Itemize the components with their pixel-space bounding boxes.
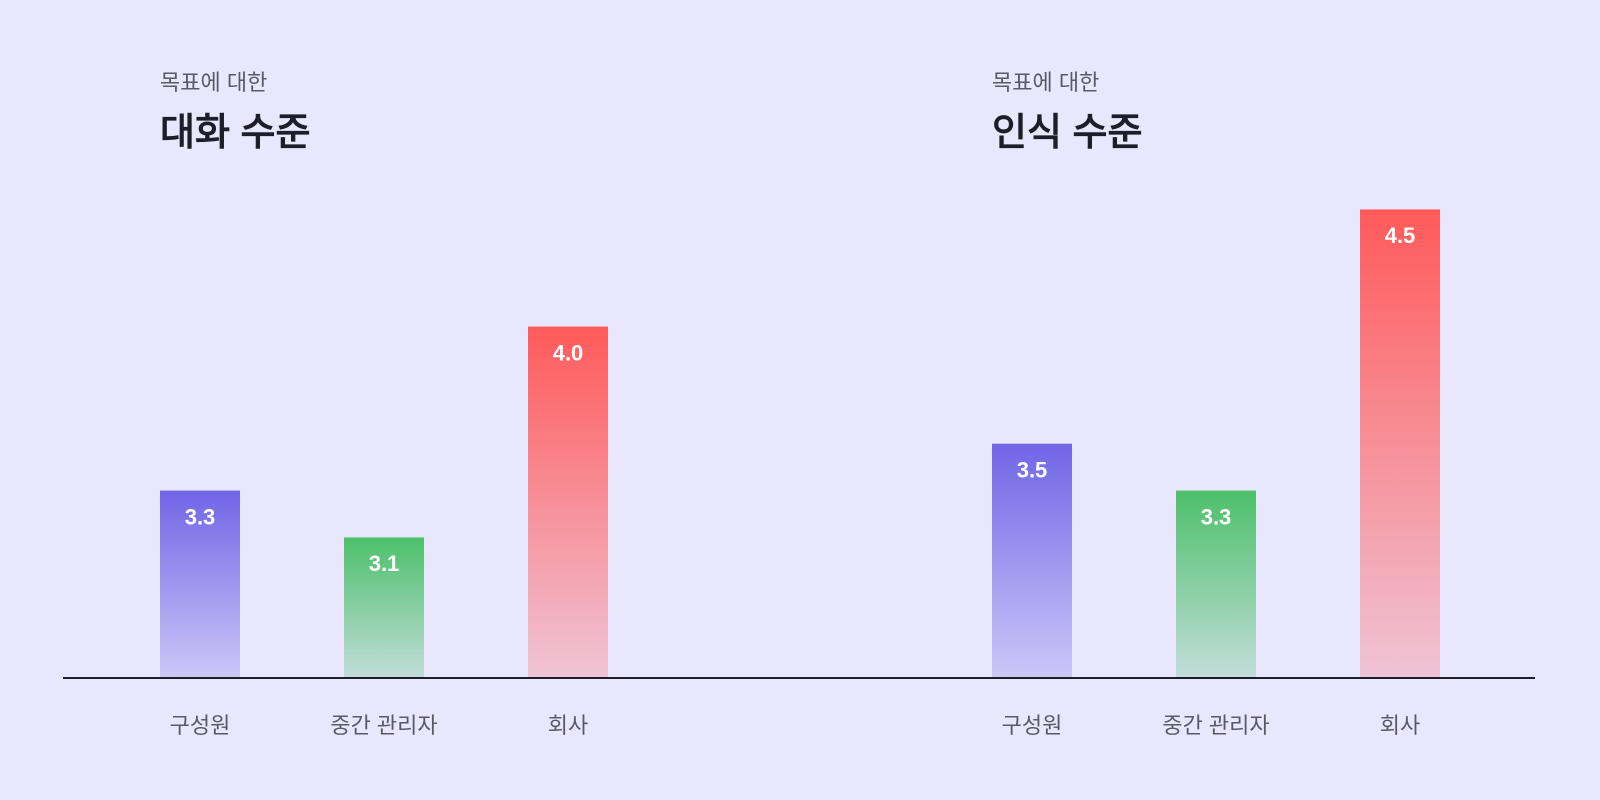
bar [992,443,1072,677]
bar [160,490,240,677]
value-label: 3.5 [1017,458,1048,483]
bar [528,326,608,677]
value-label: 4.0 [553,340,584,365]
chart-subtitle: 목표에 대한 [992,70,1099,95]
chart-title: 대화 수준 [160,112,310,154]
bar [1360,209,1440,677]
category-label: 회사 [548,713,588,738]
category-label: 구성원 [1002,713,1063,738]
category-label: 중간 관리자 [330,713,437,738]
value-label: 4.5 [1385,223,1416,248]
chart-title: 인식 수준 [992,112,1142,154]
value-label: 3.3 [1201,504,1232,529]
bar [1176,490,1256,677]
category-label: 중간 관리자 [1162,713,1269,738]
category-label: 회사 [1380,713,1420,738]
bar [344,537,424,677]
chart-subtitle: 목표에 대한 [160,70,267,95]
value-label: 3.3 [185,504,216,529]
value-label: 3.1 [369,551,400,576]
category-label: 구성원 [170,713,231,738]
